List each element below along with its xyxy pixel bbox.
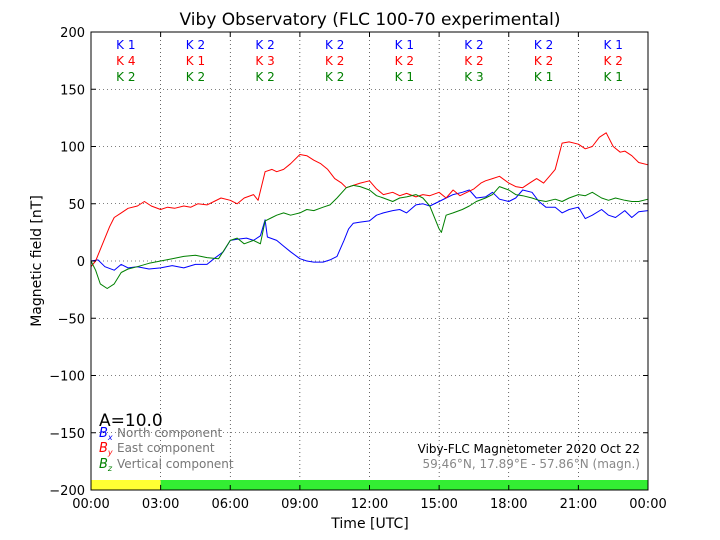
k-index-value: K 3 <box>464 70 483 84</box>
k-index-value: K 2 <box>186 70 205 84</box>
series-line-2 <box>90 184 649 289</box>
k-index-value: K 2 <box>255 70 274 84</box>
legend-entry-vertical: Bz Vertical component <box>99 457 234 473</box>
y-tick-label: 150 <box>60 83 85 98</box>
y-tick-label: 200 <box>60 26 85 41</box>
k-index-value: K 2 <box>534 54 553 68</box>
a-index-label: A=10.0 <box>99 411 163 431</box>
y-tick-label: 50 <box>68 198 85 213</box>
y-axis-label: Magnetic field [nT] <box>29 195 45 327</box>
k-index-value: K 2 <box>604 54 623 68</box>
axis-ticks: 00:00 03:00 06:00 09:00 12:00 15:00 18:00 21:00… <box>49 26 666 512</box>
k-index-value: K 1 <box>395 70 414 84</box>
k-index-value: K 1 <box>116 38 135 52</box>
k-index-value: K 1 <box>186 54 205 68</box>
x-tick-label: 00:00 <box>629 497 666 512</box>
legend: Bx North component By East component Bz … <box>99 426 234 473</box>
k-index-value: K 2 <box>186 38 205 52</box>
k-index-value: K 2 <box>464 54 483 68</box>
y-tick-label: −50 <box>58 312 85 327</box>
activity-segment <box>91 480 161 490</box>
series-line-1 <box>90 132 649 268</box>
x-tick-label: 18:00 <box>490 497 527 512</box>
chart-title: Viby Observatory (FLC 100-70 experimenta… <box>180 10 561 30</box>
k-index-value: K 2 <box>534 38 553 52</box>
y-tick-label: −150 <box>49 427 85 442</box>
y-tick-label: 0 <box>77 255 85 270</box>
x-tick-label: 12:00 <box>351 497 388 512</box>
legend-symbol-vertical: Bz <box>99 457 113 473</box>
y-tick-label: −100 <box>49 370 85 385</box>
k-index-value: K 2 <box>464 38 483 52</box>
legend-label-east: East component <box>117 441 215 455</box>
k-index-value: K 1 <box>534 70 553 84</box>
station-name: Viby-FLC Magnetometer 2020 Oct 22 <box>418 442 640 456</box>
legend-symbol-north: Bx <box>99 426 113 442</box>
y-tick-label: −200 <box>49 484 85 499</box>
k-index-value: K 2 <box>325 70 344 84</box>
x-tick-label: 06:00 <box>212 497 249 512</box>
k-index-value: K 2 <box>116 70 135 84</box>
x-tick-label: 15:00 <box>420 497 457 512</box>
y-tick-label: 100 <box>60 141 85 156</box>
activity-bar <box>91 480 648 490</box>
k-index-value: K 2 <box>325 38 344 52</box>
series-lines <box>90 132 649 289</box>
x-tick-label: 00:00 <box>72 497 109 512</box>
legend-entry-north: Bx North component <box>99 426 223 442</box>
series-line-0 <box>90 189 649 271</box>
activity-segment <box>160 480 648 490</box>
x-axis-label: Time [UTC] <box>330 516 408 532</box>
legend-label-vertical: Vertical component <box>117 457 234 471</box>
x-tick-label: 21:00 <box>560 497 597 512</box>
x-tick-label: 09:00 <box>281 497 318 512</box>
k-index-value: K 4 <box>116 54 135 68</box>
station-coordinates: 59.46°N, 17.89°E - 57.86°N (magn.) <box>423 457 640 471</box>
x-tick-label: 03:00 <box>142 497 179 512</box>
k-index-value: K 2 <box>255 38 274 52</box>
grid-lines <box>91 32 648 490</box>
legend-symbol-east: By <box>99 441 113 457</box>
k-index-value: K 1 <box>604 70 623 84</box>
k-index-value: K 3 <box>255 54 274 68</box>
k-index-table: K 1 K 2 K 2 K 2 K 1 K 2 K 2 K 1 K 4 K 1 K 3 K 2 K 2 K… <box>116 38 623 84</box>
legend-label-north: North component <box>117 426 223 440</box>
legend-entry-east: By East component <box>99 441 215 457</box>
k-index-value: K 2 <box>395 54 414 68</box>
k-index-value: K 1 <box>395 38 414 52</box>
k-index-value: K 1 <box>604 38 623 52</box>
k-index-value: K 2 <box>325 54 344 68</box>
